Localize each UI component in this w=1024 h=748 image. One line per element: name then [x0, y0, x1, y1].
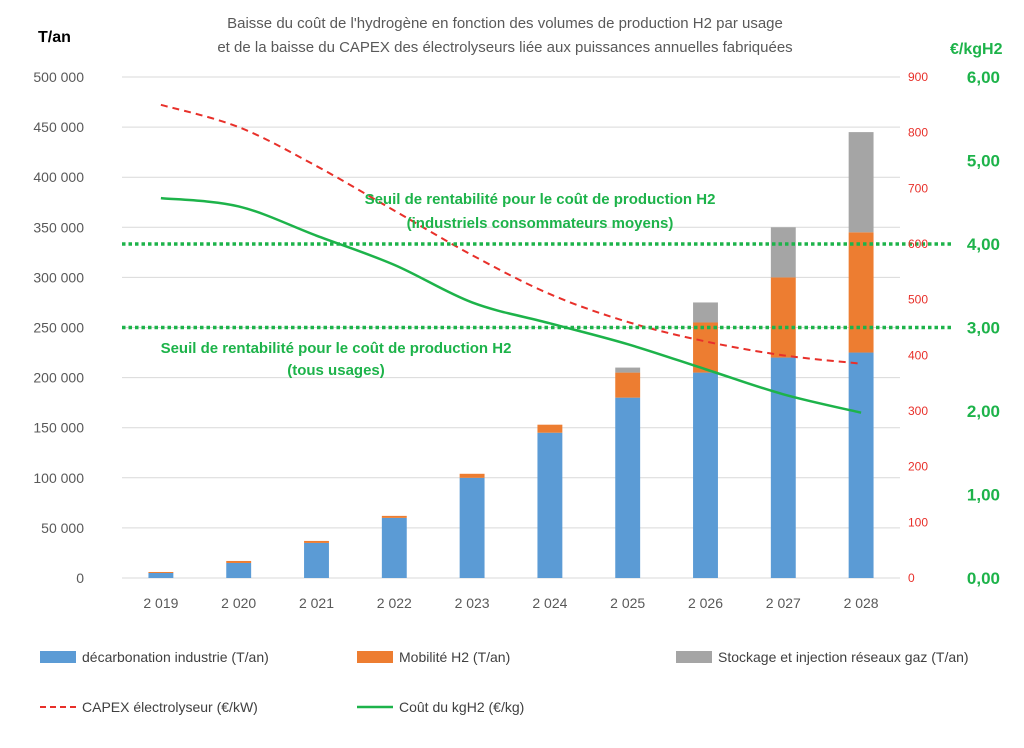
legend-label: Mobilité H2 (T/an) — [399, 649, 510, 665]
bar-segment — [381, 517, 407, 578]
x-tick-label: 2 025 — [610, 595, 645, 611]
bar-segment — [615, 372, 641, 398]
cost-tick-label: 0,00 — [967, 569, 1000, 588]
threshold-label-line: Seuil de rentabilité pour le coût de pro… — [365, 191, 716, 208]
x-tick-label: 2 026 — [688, 595, 723, 611]
left-tick-label: 350 000 — [33, 219, 84, 235]
x-tick-label: 2 027 — [766, 595, 801, 611]
chart-title-line-2: et de la baisse du CAPEX des électrolyse… — [217, 39, 792, 56]
capex-line — [160, 103, 862, 365]
axes: 0 50 000 100 000 150 000 200 000 250 000 300 0… — [33, 68, 1000, 611]
bar-segment — [848, 232, 874, 353]
right-axis-unit: €/kgH2 — [950, 41, 1003, 58]
legend-label: CAPEX électrolyseur (€/kW) — [82, 699, 258, 715]
legend-label: décarbonation industrie (T/an) — [82, 649, 269, 665]
x-tick-label: 2 028 — [844, 595, 879, 611]
capex-tick-label: 700 — [908, 181, 928, 195]
cost-tick-label: 1,00 — [967, 486, 1000, 505]
left-axis-unit: T/an — [38, 29, 71, 46]
cost-tick-label: 6,00 — [967, 68, 1000, 87]
bar-segment — [693, 372, 718, 578]
capex-tick-label: 800 — [908, 126, 928, 140]
bar-segment — [693, 302, 718, 323]
left-tick-label: 250 000 — [33, 320, 84, 336]
bar-segment — [381, 515, 407, 518]
left-tick-label: 0 — [76, 570, 84, 586]
bar-segment — [615, 367, 641, 373]
bar-segment — [693, 322, 718, 373]
left-tick-label: 200 000 — [33, 370, 84, 386]
legend: décarbonation industrie (T/an) Mobilité H… — [40, 649, 969, 715]
bar-segment — [537, 432, 563, 578]
bar-segment — [848, 352, 874, 578]
capex-tick-label: 300 — [908, 404, 928, 418]
bar-segment — [148, 572, 174, 578]
capex-tick-label: 0 — [908, 571, 915, 585]
left-tick-label: 50 000 — [41, 520, 84, 536]
gridlines — [122, 76, 900, 579]
bar-segment — [304, 540, 329, 543]
chart-title-line-1: Baisse du coût de l'hydrogène en fonctio… — [227, 15, 783, 32]
threshold-lines — [122, 242, 952, 330]
bar-segment — [226, 560, 252, 563]
cost-tick-label: 4,00 — [967, 235, 1000, 254]
bar-segment — [148, 571, 174, 573]
left-tick-label: 300 000 — [33, 269, 84, 285]
bar-segment — [848, 132, 874, 233]
left-tick-label: 500 000 — [33, 69, 84, 85]
x-tick-label: 2 019 — [143, 595, 178, 611]
cost-line — [160, 196, 862, 414]
threshold-label-line: (tous usages) — [287, 362, 385, 379]
cost-tick-label: 5,00 — [967, 152, 1000, 171]
bar-segment — [537, 424, 563, 433]
x-tick-label: 2 022 — [377, 595, 412, 611]
legend-swatch — [676, 651, 712, 663]
capex-tick-label: 400 — [908, 348, 928, 362]
bars — [148, 132, 874, 578]
capex-tick-label: 200 — [908, 460, 928, 474]
threshold-label-line: (industriels consommateurs moyens) — [407, 215, 674, 232]
legend-swatch — [357, 651, 393, 663]
bar-segment — [615, 397, 641, 578]
x-tick-label: 2 021 — [299, 595, 334, 611]
x-tick-label: 2 023 — [455, 595, 490, 611]
left-tick-label: 400 000 — [33, 169, 84, 185]
legend-swatch — [40, 651, 76, 663]
bar-segment — [304, 542, 329, 578]
bar-segment — [770, 227, 796, 278]
cost-tick-label: 2,00 — [967, 402, 1000, 421]
capex-tick-label: 600 — [908, 237, 928, 251]
left-tick-label: 100 000 — [33, 470, 84, 486]
capex-tick-label: 100 — [908, 515, 928, 529]
x-tick-label: 2 020 — [221, 595, 256, 611]
x-tick-label: 2 024 — [532, 595, 567, 611]
annotations: Seuil de rentabilité pour le coût de pro… — [161, 191, 716, 379]
legend-label: Coût du kgH2 (€/kg) — [399, 699, 524, 715]
series-lines — [160, 103, 862, 414]
bar-segment — [770, 277, 796, 358]
left-tick-label: 450 000 — [33, 119, 84, 135]
threshold-label-line: Seuil de rentabilité pour le coût de pro… — [161, 340, 512, 357]
legend-label: Stockage et injection réseaux gaz (T/an) — [718, 649, 969, 665]
bar-segment — [226, 562, 252, 578]
capex-tick-label: 900 — [908, 70, 928, 84]
cost-tick-label: 3,00 — [967, 319, 1000, 338]
bar-segment — [459, 477, 485, 578]
bar-segment — [459, 473, 485, 478]
capex-tick-label: 500 — [908, 293, 928, 307]
left-tick-label: 150 000 — [33, 420, 84, 436]
